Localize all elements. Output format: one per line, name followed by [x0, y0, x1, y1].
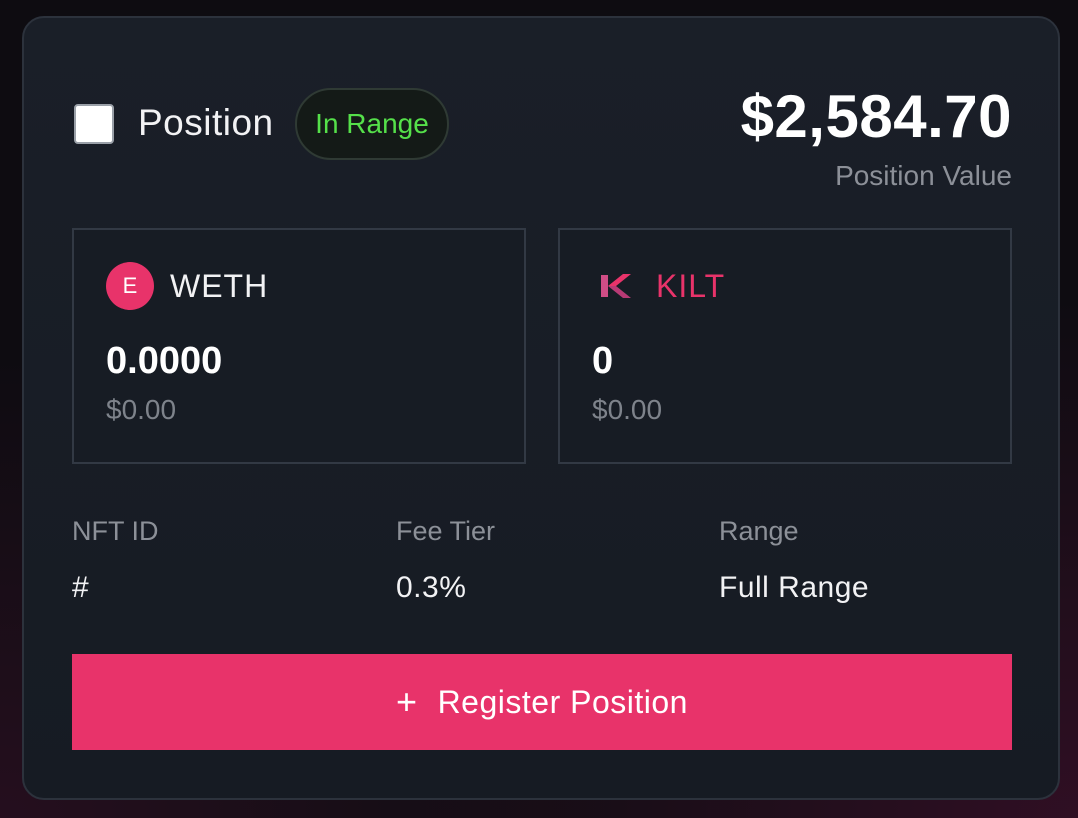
weth-icon: E: [106, 262, 154, 310]
token-header-kilt: KILT: [592, 262, 725, 310]
position-title: Position: [138, 102, 274, 143]
range-label: Range: [719, 516, 799, 546]
fee-tier-group: Fee Tier 0.3%: [396, 516, 495, 605]
range-group: Range Full Range: [719, 516, 869, 605]
register-position-label: Register Position: [437, 683, 688, 720]
position-checkbox[interactable]: [74, 104, 114, 144]
register-position-button[interactable]: + Register Position: [72, 654, 1012, 750]
token-amount-kilt: 0: [592, 340, 614, 382]
token-header-weth: E WETH: [106, 262, 268, 310]
token-symbol-kilt: KILT: [656, 267, 726, 304]
range-value: Full Range: [719, 571, 870, 604]
nft-id-group: NFT ID #: [72, 516, 159, 605]
token-card-weth: E WETH 0.0000 $0.00: [72, 228, 526, 464]
fee-tier-label: Fee Tier: [396, 516, 496, 546]
position-header: Position In Range $2,584.70 Position Val…: [72, 83, 1012, 191]
token-usd-weth: $0.00: [106, 394, 177, 425]
kilt-icon: [592, 262, 640, 310]
token-symbol-weth: WETH: [170, 267, 269, 304]
token-amount-weth: 0.0000: [106, 340, 223, 382]
nft-id-value: #: [72, 571, 90, 604]
token-usd-kilt: $0.00: [592, 394, 663, 425]
position-card: Position In Range $2,584.70 Position Val…: [22, 16, 1060, 800]
position-value-amount: $2,584.70: [740, 83, 1012, 150]
in-range-badge: In Range: [295, 88, 449, 160]
token-card-kilt: KILT 0 $0.00: [558, 228, 1012, 464]
plus-icon: +: [396, 681, 418, 722]
position-value-label: Position Value: [835, 160, 1012, 191]
fee-tier-value: 0.3%: [396, 571, 467, 604]
nft-id-label: NFT ID: [72, 516, 159, 546]
